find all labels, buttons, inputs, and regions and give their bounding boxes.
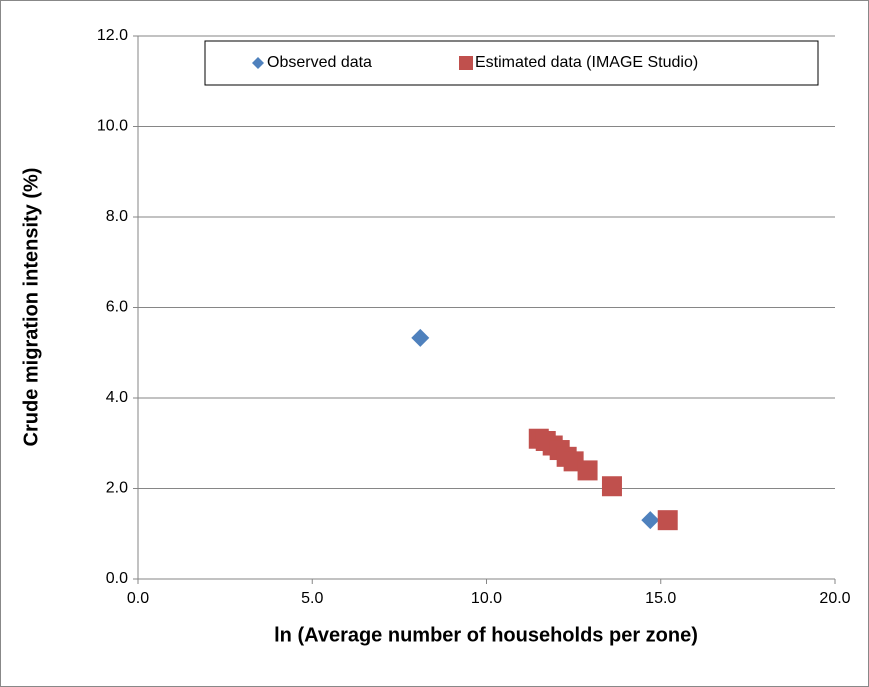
x-tick-label: 15.0 bbox=[645, 590, 676, 607]
point bbox=[411, 328, 430, 347]
point bbox=[459, 56, 473, 70]
y-tick-label: 0.0 bbox=[106, 570, 128, 587]
x-tick-label: 5.0 bbox=[301, 590, 323, 607]
point bbox=[577, 460, 598, 481]
y-tick-label: 10.0 bbox=[97, 118, 128, 135]
legend-label: Observed data bbox=[267, 54, 372, 71]
y-tick-label: 12.0 bbox=[97, 27, 128, 44]
y-tick-label: 4.0 bbox=[106, 389, 128, 406]
x-tick-label: 20.0 bbox=[819, 590, 850, 607]
y-axis-title: Crude migration intensity (%) bbox=[20, 168, 42, 447]
legend-box bbox=[204, 40, 819, 86]
y-tick-label: 2.0 bbox=[106, 480, 128, 497]
point bbox=[601, 476, 622, 497]
point bbox=[641, 511, 660, 530]
x-tick-label: 0.0 bbox=[127, 590, 149, 607]
x-axis-title: ln (Average number of households per zon… bbox=[274, 624, 698, 646]
point bbox=[252, 57, 264, 69]
legend-label: Estimated data (IMAGE Studio) bbox=[475, 54, 698, 71]
point bbox=[657, 510, 678, 531]
y-tick-label: 8.0 bbox=[106, 208, 128, 225]
x-tick-label: 10.0 bbox=[471, 590, 502, 607]
y-tick-label: 6.0 bbox=[106, 299, 128, 316]
